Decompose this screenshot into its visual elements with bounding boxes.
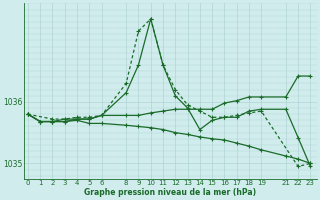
X-axis label: Graphe pression niveau de la mer (hPa): Graphe pression niveau de la mer (hPa) xyxy=(84,188,256,197)
